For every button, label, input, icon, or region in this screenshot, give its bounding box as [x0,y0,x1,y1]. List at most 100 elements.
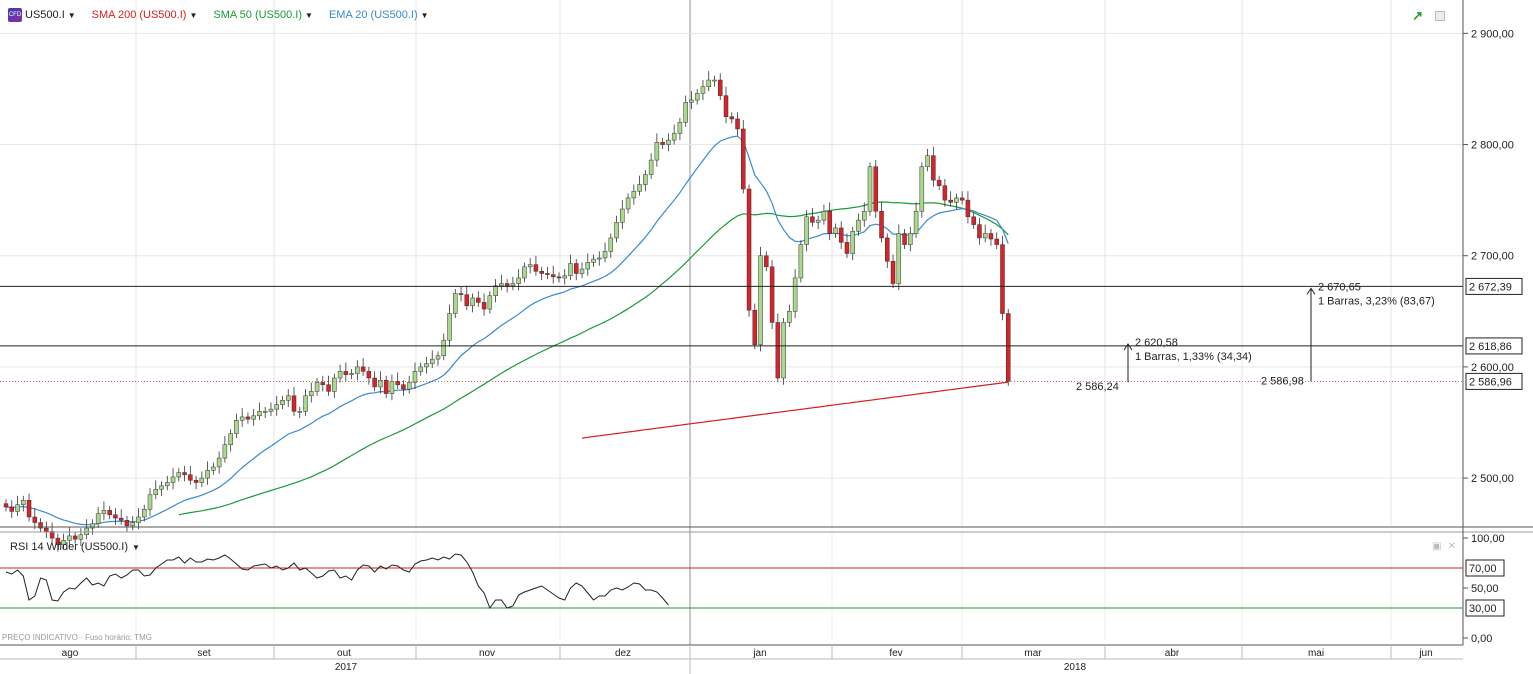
candle-body [378,379,383,388]
candle-body [977,224,982,239]
candle-body [700,86,706,94]
candle-body [343,371,349,375]
candle-body [654,142,660,161]
candle-body [637,184,642,192]
measure-info-label: 1 Barras, 1,33% (34,34) [1135,351,1252,363]
candle-body [26,500,32,518]
candle-body [591,258,596,263]
candle-body [919,166,925,212]
candle-body [136,516,141,523]
candle-body [752,309,758,345]
candle-body [982,233,988,239]
candle-body [458,293,464,295]
candle-body [723,95,729,117]
candle-body [792,277,798,312]
candle-body [556,276,562,279]
candle-body [741,128,746,190]
x-month-label: nov [479,648,495,659]
candle-body [170,476,176,483]
candle-body [533,264,539,272]
candle-body [268,408,274,412]
candle-body [176,472,182,478]
footnote: PREÇO INDICATIVO · Fuso horário: TMG [2,633,152,642]
indicator-sma50[interactable]: SMA 50 (US500.I) ▼ [213,9,313,21]
candle-body [153,488,159,496]
candle-body [453,293,458,314]
candle-body [666,139,671,145]
candle-body [879,210,884,239]
candle-body [1005,313,1011,382]
candle-body [314,382,320,392]
candle-body [694,93,700,101]
candle-body [216,457,222,468]
symbol-label: US500.I [25,9,65,21]
rsi-indicator-selector[interactable]: RSI 14 Wilder (US500.I) ▼ [10,541,140,553]
x-month-label: jun [1418,648,1432,659]
candle-body [936,179,942,186]
candle-body [908,233,913,245]
price-tag-box [1465,372,1523,390]
maximize-pane-icon[interactable] [1435,11,1445,21]
candle-body [383,379,389,394]
indicator-sma200[interactable]: SMA 200 (US500.I) ▼ [92,9,198,21]
candle-body [130,522,135,527]
x-month-label: ago [62,648,79,659]
candle-body [925,155,930,168]
y-tick-label: 2 700,00 [1471,251,1514,263]
candle-body [689,99,694,103]
candle-body [620,208,625,223]
x-month-label: out [337,648,351,659]
candle-body [360,366,366,372]
candle-body [499,283,504,286]
candle-body [631,190,637,199]
candle-body [764,255,769,268]
candle-body [84,527,89,536]
candle-body [493,285,498,296]
chart-toolbar: CFD US500.I ▼ SMA 200 (US500.I) ▼ SMA 50… [0,0,1463,30]
candle-body [821,210,827,221]
candle-body [890,261,896,284]
candle-body [510,283,516,286]
candle-body [585,262,591,270]
candle-body [55,537,61,546]
measure-info-label: 1 Barras, 3,23% (83,67) [1318,295,1435,307]
sma200-line [581,381,1009,439]
candle-body [309,391,314,397]
candle-body [1000,244,1005,314]
x-year-label: 2017 [335,662,358,673]
candle-body [643,174,648,185]
candle-body [257,411,262,417]
indicator-ema20[interactable]: EMA 20 (US500.I) ▼ [329,9,429,21]
candle-body [902,233,907,245]
candle-body [141,508,147,518]
candle-body [931,155,936,181]
candle-body [101,510,107,514]
candle-body [464,294,470,306]
candle-body [262,411,268,413]
candle-body [90,523,95,529]
candle-body [516,277,521,284]
candle-body [804,216,809,245]
indicator-sma200-label: SMA 200 (US500.I) [91,9,187,21]
restore-pane-icon[interactable]: ▣ [1432,541,1442,552]
trend-arrow-icon[interactable]: ↗ [1412,8,1423,23]
candle-body [481,302,487,310]
candles [3,71,1011,552]
candle-body [412,371,418,383]
candle-body [948,199,953,203]
candle-body [896,233,902,284]
close-icon[interactable]: ✕ [1447,541,1456,552]
candle-body [539,271,544,274]
chevron-down-icon: ▼ [131,542,140,552]
symbol-selector[interactable]: CFD US500.I ▼ [8,8,76,22]
candle-body [326,384,331,392]
candle-body [913,210,919,234]
candle-body [245,416,251,420]
candle-body [602,251,608,259]
candle-body [815,219,821,223]
chevron-down-icon: ▼ [420,10,429,20]
candle-body [579,268,585,274]
candle-body [199,477,205,483]
candle-body [159,485,164,490]
